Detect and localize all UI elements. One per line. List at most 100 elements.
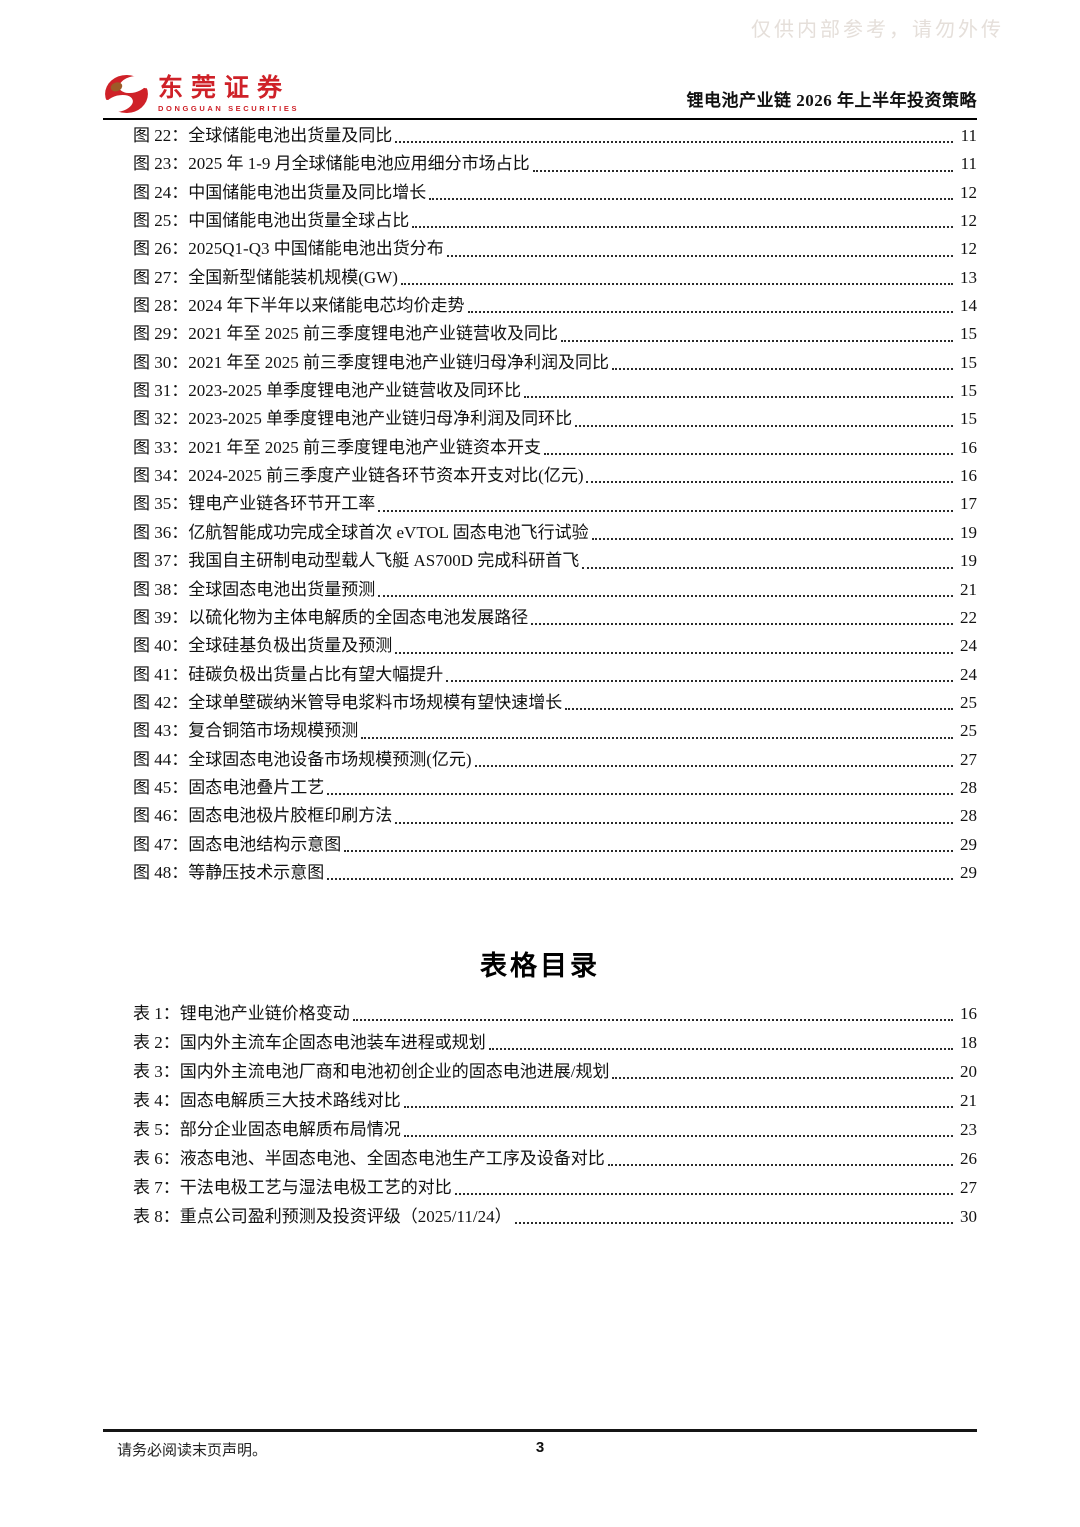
toc-entry: 图 26： 2025Q1-Q3 中国储能电池出货分布 12 xyxy=(133,235,977,263)
toc-entry-title: 中国储能电池出货量及同比增长 xyxy=(188,182,427,202)
toc-entry-page-number: 21 xyxy=(960,1091,977,1111)
toc-entry-label: 图 38： xyxy=(133,579,189,599)
toc-dotted-leader xyxy=(395,122,953,150)
page-header: 东莞证券 DONGGUAN SECURITIES 锂电池产业链 2026 年上半… xyxy=(103,74,977,120)
toc-entry-title: 干法电极工艺与湿法电极工艺的对比 xyxy=(179,1178,452,1198)
toc-entry-page-number: 29 xyxy=(960,834,977,854)
toc-entry: 图 36： 亿航智能成功完成全球首次 eVTOL 固态电池飞行试验 19 xyxy=(133,519,977,547)
toc-entry: 图 37： 我国自主研制电动型载人飞艇 AS700D 完成科研首飞 19 xyxy=(133,547,977,575)
toc-entry-title: 2024 年下半年以来储能电芯均价走势 xyxy=(188,296,465,316)
toc-entry-page-number: 22 xyxy=(960,607,977,627)
toc-entry-title: 2023-2025 单季度锂电池产业链营收及同环比 xyxy=(188,381,522,401)
toc-dotted-leader xyxy=(361,717,953,745)
toc-entry: 表 6： 液态电池、半固态电池、全固态电池生产工序及设备对比 26 xyxy=(133,1144,977,1173)
toc-entry-page-number: 14 xyxy=(960,296,977,316)
toc-dotted-leader xyxy=(467,292,954,320)
toc-entry: 图 42： 全球单壁碳纳米管导电浆料市场规模有望快速增长 25 xyxy=(133,689,977,717)
toc-dotted-leader xyxy=(612,1057,953,1086)
toc-entry-title: 固态电池极片胶框印刷方法 xyxy=(188,806,393,826)
toc-entry-title: 部分企业固态电解质布局情况 xyxy=(179,1120,401,1140)
toc-entry-label: 图 26： xyxy=(133,239,189,259)
toc-entry-page-number: 15 xyxy=(960,409,977,429)
toc-entry-label: 图 42： xyxy=(133,692,189,712)
toc-entry-label: 图 25： xyxy=(133,211,189,231)
toc-entry-title: 2025Q1-Q3 中国储能电池出货分布 xyxy=(188,239,444,259)
toc-entry-label: 表 5： xyxy=(133,1120,180,1140)
toc-entry-title: 复合铜箔市场规模预测 xyxy=(188,721,359,741)
toc-dotted-leader xyxy=(607,1144,954,1173)
toc-entry-label: 图 30： xyxy=(133,352,189,372)
toc-entry: 图 23： 2025 年 1-9 月全球储能电池应用细分市场占比 11 xyxy=(133,150,977,178)
toc-entry-label: 图 35： xyxy=(133,494,189,514)
toc-dotted-leader xyxy=(395,632,953,660)
brand-name: 东莞证券 xyxy=(158,74,291,102)
toc-entry-title: 锂电产业链各环节开工率 xyxy=(188,494,376,514)
toc-dotted-leader xyxy=(400,264,954,292)
figures-toc-list: 图 22： 全球储能电池出货量及同比 11 图 23： 2025 年 1-9 月… xyxy=(103,120,977,887)
toc-entry-page-number: 25 xyxy=(960,721,977,741)
toc-entry-title: 固态电解质三大技术路线对比 xyxy=(179,1091,401,1111)
toc-entry-page-number: 12 xyxy=(960,211,977,231)
watermark-text: 仅供内部参考，请勿外传 xyxy=(751,19,1004,41)
brand-logo: 东莞证券 DONGGUAN SECURITIES xyxy=(103,74,299,118)
toc-entry-label: 图 29： xyxy=(133,324,189,344)
toc-entry: 图 40： 全球硅基负极出货量及预测 24 xyxy=(133,632,977,660)
toc-entry: 图 32： 2023-2025 单季度锂电池产业链归母净利润及同环比 15 xyxy=(133,405,977,433)
toc-dotted-leader xyxy=(344,831,953,859)
toc-dotted-leader xyxy=(514,1202,954,1231)
toc-entry-label: 图 34： xyxy=(133,466,189,486)
toc-entry: 图 31： 2023-2025 单季度锂电池产业链营收及同环比 15 xyxy=(133,377,977,405)
toc-entry: 图 45： 固态电池叠片工艺 28 xyxy=(133,774,977,802)
toc-entry-label: 图 47： xyxy=(133,834,189,854)
toc-entry: 表 5： 部分企业固态电解质布局情况 23 xyxy=(133,1115,977,1144)
toc-entry-page-number: 15 xyxy=(960,352,977,372)
toc-entry: 表 2： 国内外主流车企固态电池装车进程或规划 18 xyxy=(133,1028,977,1057)
toc-entry-title: 锂电池产业链价格变动 xyxy=(179,1004,350,1024)
toc-entry: 图 25： 中国储能电池出货量全球占比 12 xyxy=(133,207,977,235)
toc-entry: 图 35： 锂电产业链各环节开工率 17 xyxy=(133,490,977,518)
toc-entry-title: 等静压技术示意图 xyxy=(188,862,325,882)
toc-entry-label: 图 31： xyxy=(133,381,189,401)
toc-entry-label: 表 1： xyxy=(133,1004,180,1024)
toc-entry-label: 图 33： xyxy=(133,437,189,457)
toc-entry: 图 22： 全球储能电池出货量及同比 11 xyxy=(133,122,977,150)
toc-entry-title: 全球硅基负极出货量及预测 xyxy=(188,636,393,656)
page-number: 3 xyxy=(535,1439,545,1456)
toc-entry: 图 28： 2024 年下半年以来储能电芯均价走势 14 xyxy=(133,292,977,320)
brand-text-block: 东莞证券 DONGGUAN SECURITIES xyxy=(158,76,299,113)
toc-entry-title: 液态电池、半固态电池、全固态电池生产工序及设备对比 xyxy=(179,1149,605,1169)
toc-entry-label: 图 48： xyxy=(133,862,189,882)
toc-dotted-leader xyxy=(612,349,953,377)
toc-entry-label: 表 2： xyxy=(133,1033,180,1053)
toc-entry: 表 8： 重点公司盈利预测及投资评级（2025/11/24） 30 xyxy=(133,1202,977,1231)
toc-dotted-leader xyxy=(395,802,953,830)
toc-entry-page-number: 26 xyxy=(960,1149,977,1169)
toc-entry-title: 以硫化物为主体电解质的全固态电池发展路径 xyxy=(188,607,529,627)
toc-entry-title: 2021 年至 2025 前三季度锂电池产业链资本开支 xyxy=(188,437,541,457)
toc-entry-page-number: 24 xyxy=(960,664,977,684)
toc-entry-label: 图 41： xyxy=(133,664,189,684)
toc-entry-page-number: 28 xyxy=(960,777,977,797)
toc-entry-title: 固态电池结构示意图 xyxy=(188,834,342,854)
toc-entry: 图 38： 全球固态电池出货量预测 21 xyxy=(133,576,977,604)
toc-entry-title: 重点公司盈利预测及投资评级（2025/11/24） xyxy=(179,1207,512,1227)
toc-content: 图 22： 全球储能电池出货量及同比 11 图 23： 2025 年 1-9 月… xyxy=(103,120,977,1231)
toc-entry-title: 2024-2025 前三季度产业链各环节资本开支对比(亿元) xyxy=(188,466,584,486)
toc-dotted-leader xyxy=(586,462,953,490)
toc-entry-page-number: 24 xyxy=(960,636,977,656)
footer-row: 请务必阅读末页声明。 3 xyxy=(103,1432,977,1460)
toc-entry-page-number: 13 xyxy=(960,267,977,287)
tables-toc-heading: 表格目录 xyxy=(480,951,600,982)
toc-entry: 图 48： 等静压技术示意图 29 xyxy=(133,859,977,887)
toc-entry-page-number: 12 xyxy=(960,182,977,202)
toc-entry-page-number: 21 xyxy=(960,579,977,599)
toc-entry-page-number: 11 xyxy=(960,154,977,174)
toc-entry: 表 7： 干法电极工艺与湿法电极工艺的对比 27 xyxy=(133,1173,977,1202)
toc-dotted-leader xyxy=(524,377,953,405)
toc-entry-title: 2023-2025 单季度锂电池产业链归母净利润及同环比 xyxy=(188,409,573,429)
toc-entry-label: 图 37： xyxy=(133,551,189,571)
toc-dotted-leader xyxy=(403,1115,954,1144)
toc-entry: 表 3： 国内外主流电池厂商和电池初创企业的固态电池进展/规划 20 xyxy=(133,1057,977,1086)
toc-entry-title: 全国新型储能装机规模(GW) xyxy=(188,267,398,287)
toc-entry: 图 24： 中国储能电池出货量及同比增长 12 xyxy=(133,179,977,207)
